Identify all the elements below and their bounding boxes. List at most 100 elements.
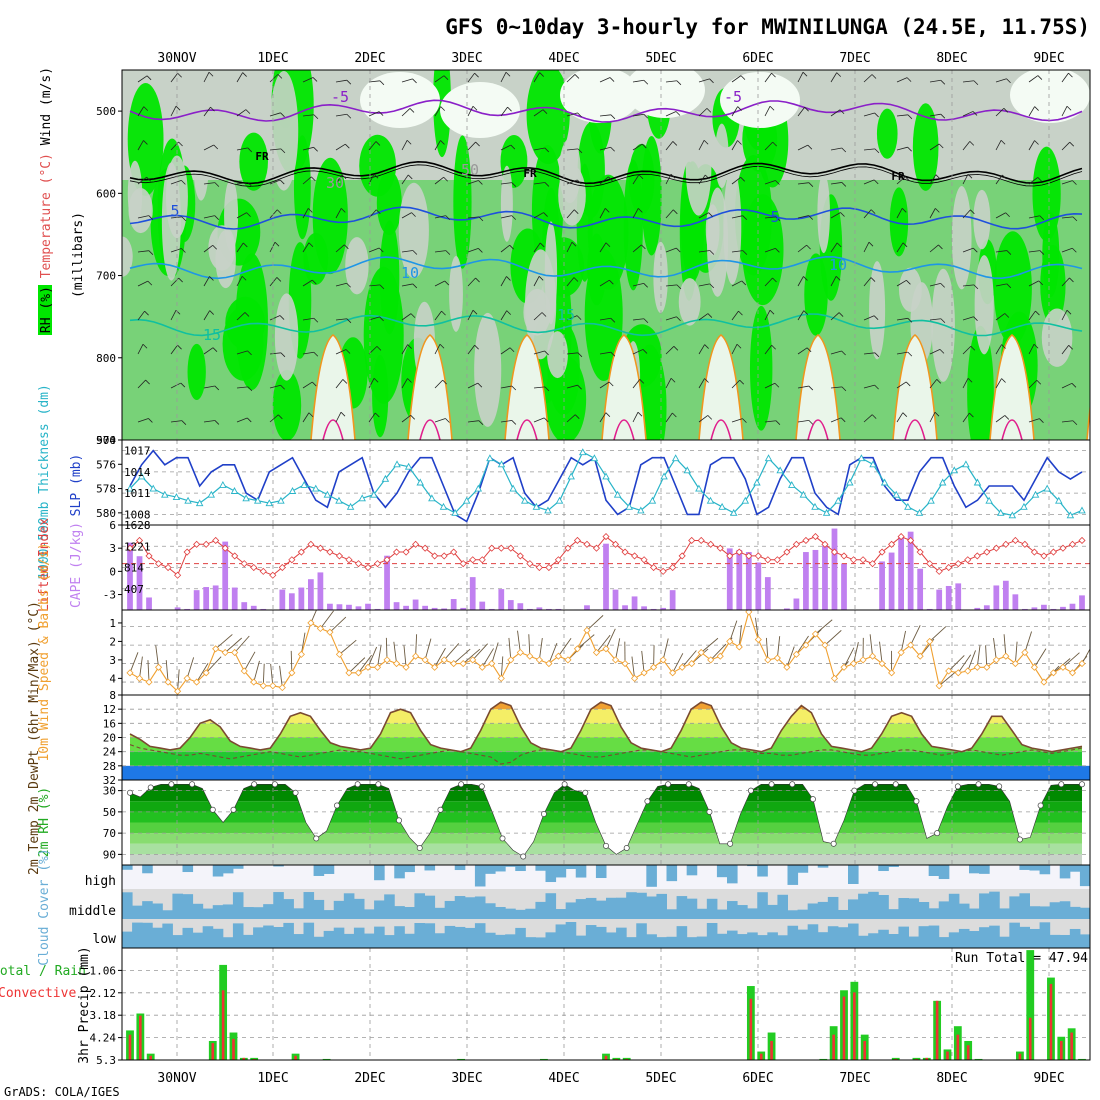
- wind10m-barb: [348, 657, 366, 674]
- wind-barb-flag: [972, 111, 978, 116]
- wind-barb: [533, 386, 545, 389]
- wind-barb: [995, 378, 1002, 389]
- rh-very-dry-1: [440, 82, 520, 138]
- wind10m-barb: [310, 610, 317, 624]
- wind10m-point: [707, 656, 715, 664]
- temp-band-cold: [122, 765, 1090, 780]
- wind10m-point: [840, 663, 848, 671]
- wind10m-point: [888, 669, 896, 677]
- wind-barb-flag: [511, 420, 517, 425]
- wind-barb: [665, 412, 673, 423]
- wind-barb-flag: [775, 180, 780, 185]
- temp2m-label-6: 32: [103, 774, 116, 787]
- wind-barb: [731, 418, 743, 423]
- wind10m-point: [602, 645, 610, 653]
- cape-bar: [288, 593, 295, 610]
- wind-barb-flag: [242, 72, 247, 77]
- wind-barb-flag: [709, 283, 715, 289]
- wind-barb-flag: [935, 208, 940, 213]
- cape-bar: [212, 585, 219, 610]
- wind-barb-flag: [276, 277, 282, 282]
- wind-barb: [632, 143, 643, 151]
- cape-bar: [1079, 595, 1085, 610]
- thickness-point: [497, 460, 506, 468]
- wind-barb: [731, 379, 741, 389]
- cloud-middle-bar: [1029, 906, 1041, 919]
- thickness-point: [590, 454, 599, 462]
- wind-barb: [236, 182, 248, 185]
- lifted-index-point: [868, 560, 877, 568]
- wind10m-point: [745, 610, 753, 616]
- wind-barb: [665, 174, 672, 185]
- wind-barb: [302, 77, 314, 83]
- cloud-high-bar: [505, 865, 516, 867]
- temp-panel: [122, 695, 1090, 780]
- wind-barb-flag: [143, 106, 149, 111]
- cloud-low-bar: [1079, 934, 1090, 948]
- wind-barb: [1061, 247, 1073, 253]
- wind10m-point: [212, 645, 220, 653]
- wind-barb-flag: [146, 75, 152, 81]
- wind-barb: [632, 282, 644, 287]
- cloud-low-bar: [737, 934, 748, 948]
- wind-barb-flag: [539, 72, 544, 77]
- wind-barb-flag: [672, 141, 678, 146]
- thickness-point: [683, 466, 692, 474]
- wind-barb-flag: [868, 241, 874, 247]
- wind-barb: [863, 74, 873, 83]
- wind-barb: [665, 80, 677, 83]
- precip-convective-bar: [925, 1057, 929, 1060]
- wind-barb: [302, 412, 310, 423]
- contour-label-2: FR: [255, 150, 269, 163]
- cloud-middle-bar: [454, 896, 466, 919]
- wind10m-point: [630, 674, 639, 682]
- wind-barb: [1028, 75, 1039, 83]
- temp2m-label-1: 12: [103, 703, 116, 716]
- wind10m-point: [973, 663, 981, 671]
- wind-barb-flag: [478, 420, 484, 425]
- temp-color-band-0: [130, 751, 1082, 766]
- lifted-index-point: [573, 536, 582, 545]
- temp2m-label-2: 16: [103, 717, 116, 730]
- lifted-index-point: [212, 536, 220, 545]
- rh2m-point: [954, 783, 961, 790]
- rh2m-point: [892, 781, 899, 788]
- wind-barb-flag: [610, 114, 616, 120]
- wind-barb: [599, 381, 610, 389]
- wind10m-point: [431, 663, 439, 671]
- cape-bar: [222, 541, 229, 610]
- wind10m-point: [983, 663, 991, 671]
- cape-bar: [298, 587, 305, 610]
- wind-barb-flag: [181, 248, 186, 253]
- wind-barb-flag: [511, 385, 517, 391]
- slp-axis-label: SLP (mb): [69, 454, 84, 517]
- wind-barb: [863, 209, 872, 219]
- lifted-index-point: [1040, 552, 1048, 560]
- low-level-warm-tower: [698, 334, 744, 440]
- cape-bar: [641, 606, 647, 610]
- thickness-point: [671, 454, 680, 462]
- cloud-middle-bar: [646, 896, 657, 919]
- wind-barb: [203, 385, 215, 389]
- wind-barb: [401, 378, 408, 389]
- wind10m-point: [1049, 669, 1058, 677]
- wind-barb-flag: [313, 114, 319, 120]
- cloud-high-bar: [374, 865, 385, 881]
- wind10m-point: [849, 660, 858, 668]
- lifted-index-point: [992, 544, 1000, 552]
- wind-barb-flag: [246, 212, 251, 217]
- wind-barb-flag: [574, 414, 580, 419]
- thickness-point: [567, 472, 575, 480]
- rh-shade-0: [130, 854, 1082, 865]
- lifted-axis-label: Lifted Index: [37, 518, 52, 612]
- upper-air-legend-label-part-0: RH (%): [39, 278, 54, 333]
- wind-barb: [665, 111, 677, 117]
- cape-bar: [231, 587, 238, 610]
- wind-barb: [896, 279, 907, 287]
- wind-barb: [533, 147, 545, 151]
- thickness-point: [346, 502, 355, 510]
- rh-moist-blob: [967, 325, 994, 440]
- wind10m-barb: [253, 660, 260, 683]
- thickness-point: [985, 496, 993, 504]
- wind-barb: [269, 74, 279, 83]
